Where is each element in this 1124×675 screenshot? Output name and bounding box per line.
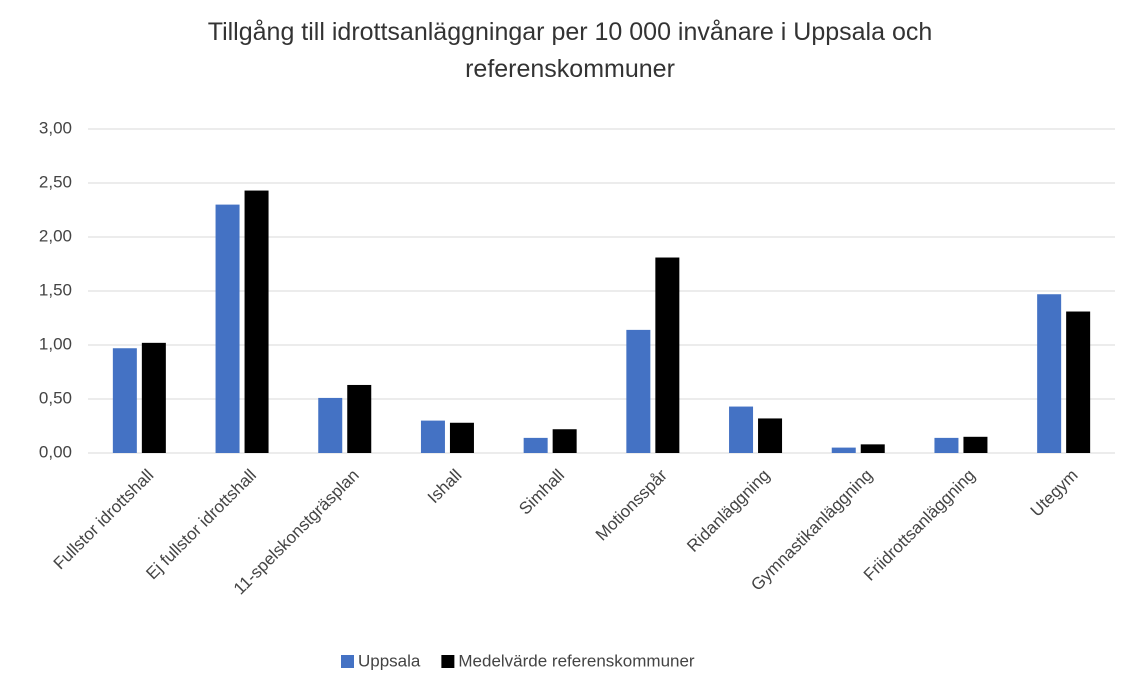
bar xyxy=(318,397,343,453)
bar xyxy=(552,429,577,453)
x-tick-label: Fullstor idrottshall xyxy=(50,466,158,574)
x-tick-label: Motionsspår xyxy=(592,465,671,544)
y-tick-label: 2,50 xyxy=(39,172,72,191)
chart-title: Tillgång till idrottsanläggningar per 10… xyxy=(207,18,933,83)
legend-label: Uppsala xyxy=(358,651,421,670)
bar xyxy=(860,444,885,453)
y-tick-label: 1,00 xyxy=(39,334,72,353)
bar xyxy=(626,329,651,453)
x-tick-label: Friidrottsanläggning xyxy=(860,466,979,585)
x-tick-label: Ej fullstor idrottshall xyxy=(142,466,260,584)
bar xyxy=(112,348,137,453)
x-tick-label: Ishall xyxy=(424,466,465,507)
bar xyxy=(449,422,474,453)
bar xyxy=(934,437,959,453)
bar xyxy=(758,418,783,453)
x-tick-label: Ridanläggning xyxy=(683,466,773,556)
legend-swatch xyxy=(341,655,354,668)
x-tick-label: Utegym xyxy=(1027,466,1082,521)
bar xyxy=(655,257,680,453)
bar xyxy=(523,437,548,453)
bar xyxy=(347,384,372,453)
bar xyxy=(1037,294,1062,453)
bar xyxy=(1066,311,1091,453)
bar xyxy=(244,190,269,453)
y-tick-label: 0,50 xyxy=(39,388,72,407)
bar xyxy=(963,436,988,453)
bar xyxy=(729,406,754,453)
y-tick-label: 0,00 xyxy=(39,442,72,461)
bar xyxy=(215,204,240,453)
legend-swatch xyxy=(441,655,455,668)
legend-label: Medelvärde referenskommuner xyxy=(458,651,695,670)
y-tick-label: 1,50 xyxy=(39,280,72,299)
y-tick-label: 3,00 xyxy=(39,118,72,137)
bar xyxy=(141,342,166,453)
y-tick-label: 2,00 xyxy=(39,226,72,245)
bar xyxy=(831,447,856,453)
x-tick-label: Simhall xyxy=(515,466,568,519)
bar xyxy=(420,420,445,453)
